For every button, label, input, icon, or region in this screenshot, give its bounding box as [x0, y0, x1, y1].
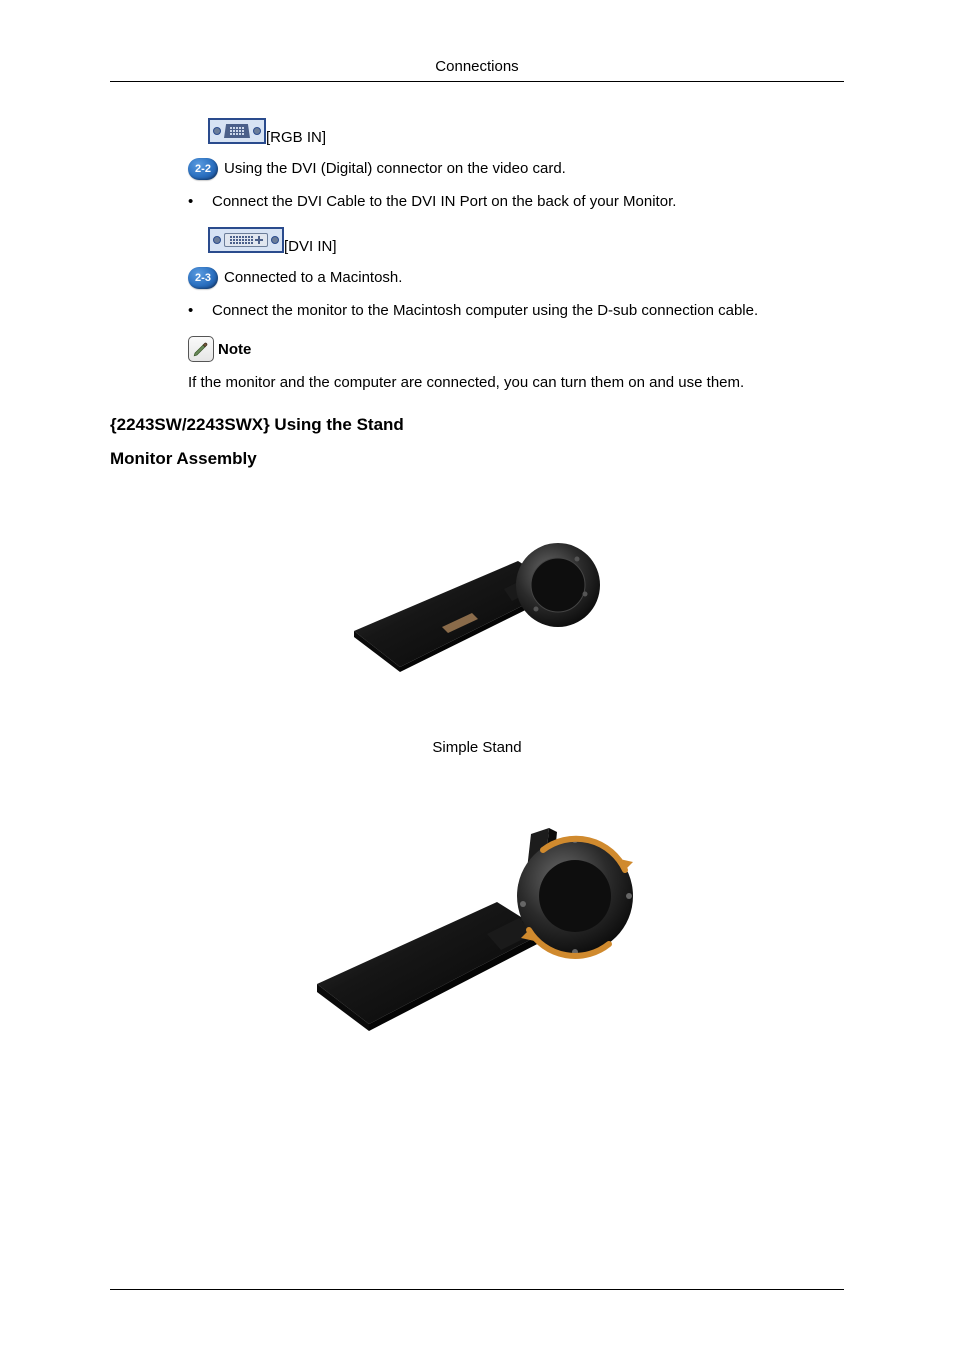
step-badge-2-2: 2-2: [188, 158, 218, 180]
caption-simple-stand: Simple Stand: [110, 739, 844, 756]
rgb-port-row: [RGB IN]: [208, 118, 834, 144]
bullet-dvi-cable-text: Connect the DVI Cable to the DVI IN Port…: [212, 191, 676, 214]
note-row: Note: [188, 336, 844, 362]
bullet-dvi-cable: • Connect the DVI Cable to the DVI IN Po…: [188, 191, 844, 214]
section-heading-using-stand: {2243SW/2243SWX} Using the Stand: [110, 415, 844, 435]
note-label: Note: [218, 341, 251, 358]
vga-port-icon: [208, 118, 266, 144]
sub-heading-monitor-assembly: Monitor Assembly: [110, 449, 844, 469]
note-pencil-icon: [188, 336, 214, 362]
dvi-port-label: [DVI IN]: [284, 238, 337, 255]
page-header-title: Connections: [110, 58, 844, 75]
note-text: If the monitor and the computer are conn…: [188, 372, 844, 395]
step-2-2-text: Using the DVI (Digital) connector on the…: [224, 158, 566, 181]
step-2-2: 2-2 Using the DVI (Digital) connector on…: [188, 158, 844, 181]
dvi-port-icon: [208, 227, 284, 253]
step-badge-2-3: 2-3: [188, 267, 218, 289]
bullet-dot: •: [188, 300, 198, 323]
dvi-port-row: [DVI IN]: [208, 227, 834, 253]
footer-rule: [110, 1289, 844, 1290]
step-2-3: 2-3 Connected to a Macintosh.: [188, 267, 844, 290]
header-rule: [110, 81, 844, 82]
figure-simple-stand: [110, 499, 844, 679]
bullet-dot: •: [188, 191, 198, 214]
bullet-mac: • Connect the monitor to the Macintosh c…: [188, 300, 844, 323]
step-2-3-text: Connected to a Macintosh.: [224, 267, 402, 290]
figure-has-stand: [110, 784, 844, 1049]
bullet-mac-text: Connect the monitor to the Macintosh com…: [212, 300, 758, 323]
rgb-port-label: [RGB IN]: [266, 129, 326, 146]
